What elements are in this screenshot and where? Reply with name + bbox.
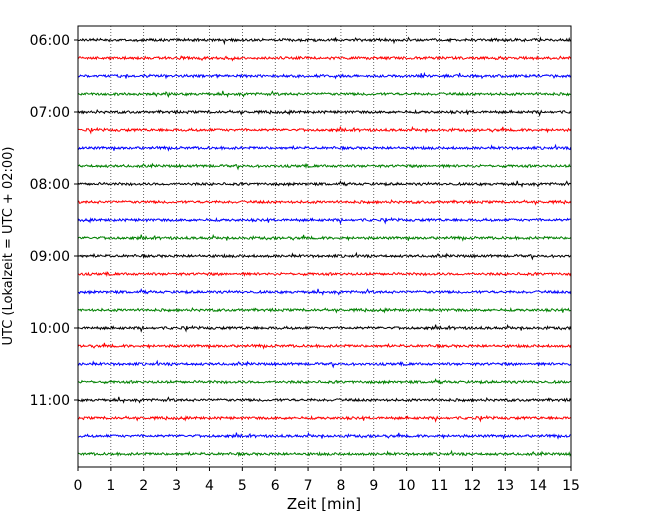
x-tick-label: 13: [496, 478, 514, 494]
trace-line: [77, 449, 572, 458]
trace-line: [77, 125, 572, 135]
x-tick-label: 7: [304, 478, 313, 494]
trace-line: [77, 431, 571, 440]
x-axis-ticks: 0 1 2 3 4 5 6 7 8 9 10 11 12 13 14 15: [74, 467, 580, 494]
trace-line: [77, 233, 572, 242]
trace-line: [77, 396, 572, 404]
x-tick-label: 5: [238, 478, 247, 494]
x-tick-label: 1: [106, 478, 115, 494]
y-tick-label: 09:00: [30, 249, 70, 265]
y-axis-label: UTC (Lokalzeit = UTC + 02:00): [1, 147, 16, 346]
x-tick-label: 12: [463, 478, 481, 494]
y-tick-label: 08:00: [30, 177, 70, 193]
trace-line: [77, 323, 572, 333]
plot-frame: [77, 25, 572, 468]
trace-line: [77, 198, 572, 206]
trace-line: [77, 180, 572, 188]
trace-line: [77, 55, 572, 62]
trace-line: [77, 359, 572, 369]
x-tick-label: 0: [74, 478, 83, 494]
x-tick-label: 9: [369, 478, 378, 494]
x-tick-label: 15: [562, 478, 580, 494]
trace-line: [77, 71, 572, 80]
trace-line: [77, 36, 572, 46]
trace-line: [77, 108, 572, 117]
x-tick-label: 6: [271, 478, 280, 494]
y-tick-label: 11:00: [30, 393, 70, 409]
x-tick-label: 10: [398, 478, 416, 494]
x-tick-label: 3: [172, 478, 181, 494]
x-tick-label: 11: [431, 478, 449, 494]
trace-line: [77, 251, 572, 261]
x-tick-label: 8: [336, 478, 345, 494]
x-tick-label: 4: [205, 478, 214, 494]
trace-line: [77, 143, 572, 152]
x-tick-label: 14: [529, 478, 547, 494]
x-axis-label: Zeit [min]: [287, 495, 361, 513]
trace-line: [77, 342, 572, 350]
trace-line: [77, 216, 571, 225]
x-tick-label: 2: [139, 478, 148, 494]
y-tick-label: 10:00: [30, 321, 70, 337]
trace-line: [77, 271, 572, 277]
trace-line: [77, 288, 572, 296]
trace-line: [77, 306, 571, 314]
trace-line: [77, 378, 571, 385]
trace-line: [77, 162, 571, 171]
y-axis-ticks: 06:00 07:00 08:00 09:00 10:00 11:00: [30, 33, 78, 409]
y-tick-label: 06:00: [30, 33, 70, 49]
seismic-traces: [77, 36, 572, 458]
y-tick-label: 07:00: [30, 105, 70, 121]
trace-line: [77, 414, 572, 423]
trace-line: [77, 90, 572, 98]
